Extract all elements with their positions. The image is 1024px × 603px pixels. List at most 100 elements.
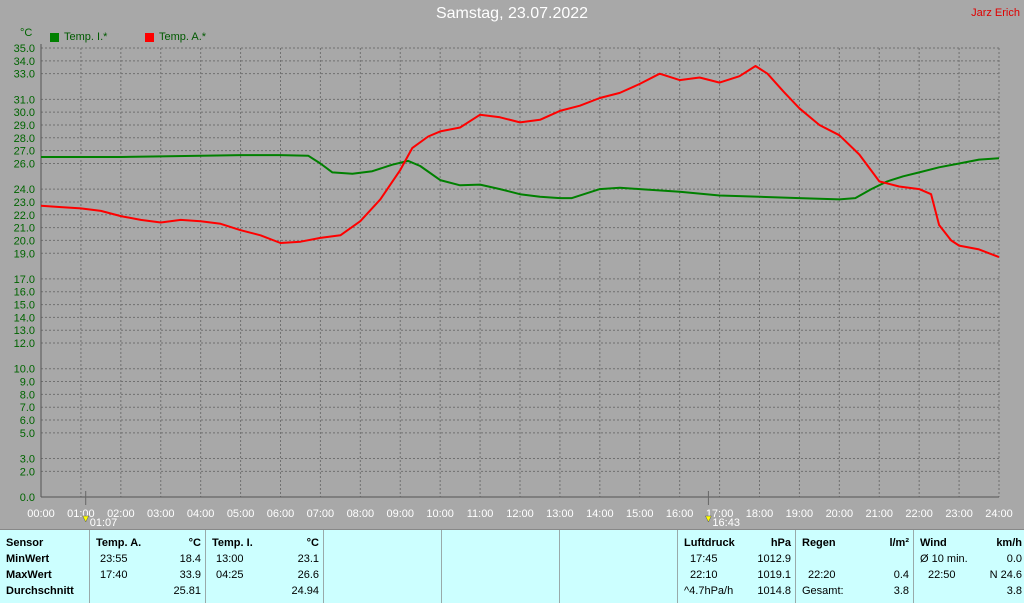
min-label: MinWert xyxy=(6,553,50,565)
row-labels-column: Sensor MinWert MaxWert Durchschnitt xyxy=(0,530,90,603)
series-line-inside xyxy=(41,154,1000,201)
y-tick-label: 35.0 xyxy=(14,43,35,55)
pressure-min-time: 17:45 xyxy=(690,553,718,565)
wind-unit: km/h xyxy=(996,537,1022,549)
chart-labels: 0.0 2.03.0 5.06.07.08.09.010.0 12.013.014.0… xyxy=(14,27,1013,529)
pressure-max: 1019.1 xyxy=(757,569,791,581)
x-tick-label: 12:00 xyxy=(506,508,534,520)
y-tick-label: 10.0 xyxy=(14,364,35,376)
y-tick-label: 6.0 xyxy=(20,415,35,427)
rain-header: Regen xyxy=(802,537,836,549)
legend-label-inside: Temp. I.* xyxy=(64,31,108,43)
wind-day-avg: 3.8 xyxy=(1006,585,1022,597)
legend-label-outside: Temp. A.* xyxy=(159,31,207,43)
y-tick-label: 34.0 xyxy=(14,56,35,68)
y-tick-label: 5.0 xyxy=(20,428,35,440)
chart-axes xyxy=(40,44,999,505)
pressure-max-time: 22:10 xyxy=(690,569,718,581)
y-tick-label: 26.0 xyxy=(14,158,35,170)
y-tick-label: 0.0 xyxy=(20,492,35,504)
x-tick-label: 07:00 xyxy=(307,508,335,520)
x-tick-label: 03:00 xyxy=(147,508,175,520)
empty-column-2 xyxy=(442,530,560,603)
y-tick-label: 28.0 xyxy=(14,133,35,145)
pressure-avg: 1014.8 xyxy=(757,585,791,597)
y-tick-label: 24.0 xyxy=(14,184,35,196)
temp-a-column: Temp. A. °C 23:55 18.4 17:40 33.9 25.81 xyxy=(90,530,206,603)
x-tick-label: 24:00 xyxy=(985,508,1013,520)
marker-icon xyxy=(82,515,90,523)
x-tick-label: 10:00 xyxy=(426,508,454,520)
y-tick-label: 12.0 xyxy=(14,338,35,350)
y-tick-label: 33.0 xyxy=(14,69,35,81)
y-tick-label: 2.0 xyxy=(20,466,35,478)
empty-column-3 xyxy=(560,530,678,603)
x-tick-label: 09:00 xyxy=(386,508,414,520)
x-tick-label: 21:00 xyxy=(865,508,893,520)
max-label: MaxWert xyxy=(6,569,52,581)
temp-i-unit: °C xyxy=(306,537,319,549)
pressure-min: 1012.9 xyxy=(757,553,791,565)
series-line-outside xyxy=(40,65,1000,259)
temp-i-min-time: 13:00 xyxy=(216,553,244,565)
x-tick-label: 04:00 xyxy=(187,508,215,520)
temp-a-unit: °C xyxy=(188,537,201,549)
x-tick-label: 18:00 xyxy=(746,508,774,520)
x-tick-label: 08:00 xyxy=(347,508,375,520)
y-tick-label: 15.0 xyxy=(14,300,35,312)
rain-total-label: Gesamt: xyxy=(802,585,844,597)
wind-column: Wind km/h Ø 10 min. 0.0 22:50 N 24.6 3.8 xyxy=(914,530,1024,603)
wind-max-time: 22:50 xyxy=(928,569,956,581)
x-tick-label: 14:00 xyxy=(586,508,614,520)
legend-swatch-inside xyxy=(50,33,59,42)
temp-a-max: 33.9 xyxy=(179,569,201,581)
wind-avg-label: Ø 10 min. xyxy=(920,553,968,565)
time-marker-label: 16:43 xyxy=(712,517,740,529)
temp-a-min: 18.4 xyxy=(179,553,201,565)
y-axis-unit: °C xyxy=(20,27,32,39)
y-tick-label: 7.0 xyxy=(20,402,35,414)
y-tick-label: 17.0 xyxy=(14,274,35,286)
x-tick-label: 05:00 xyxy=(227,508,255,520)
pressure-column: Luftdruck hPa 17:45 1012.9 22:10 1019.1 ^4.… xyxy=(678,530,796,603)
chart-grid xyxy=(40,47,1000,498)
temp-i-min: 23.1 xyxy=(297,553,319,565)
y-tick-label: 8.0 xyxy=(20,389,35,401)
y-tick-label: 14.0 xyxy=(14,312,35,324)
rain-time: 22:20 xyxy=(808,569,836,581)
pressure-header: Luftdruck xyxy=(684,537,735,549)
chart-title: Samstag, 23.07.2022 xyxy=(435,5,589,22)
x-tick-label: 06:00 xyxy=(267,508,295,520)
empty-column-1 xyxy=(324,530,442,603)
y-tick-label: 19.0 xyxy=(14,248,35,260)
rain-total: 3.8 xyxy=(893,585,909,597)
sensor-label: Sensor xyxy=(6,537,44,549)
x-tick-label: 15:00 xyxy=(626,508,654,520)
temp-a-header: Temp. A. xyxy=(96,537,142,549)
x-tick-label: 20:00 xyxy=(826,508,854,520)
avg-label: Durchschnitt xyxy=(6,585,74,597)
rain-column: Regen l/m² 22:20 0.4 Gesamt: 3.8 xyxy=(796,530,914,603)
wind-avg: 0.0 xyxy=(1006,553,1022,565)
marker-icon xyxy=(705,515,712,523)
x-tick-label: 17:00 xyxy=(706,508,734,520)
temp-i-header: Temp. I. xyxy=(212,537,253,549)
pressure-unit: hPa xyxy=(770,537,791,549)
y-tick-label: 22.0 xyxy=(14,210,35,222)
author-label: Jarz Erich xyxy=(971,7,1020,19)
temp-i-avg: 24.94 xyxy=(291,585,319,597)
y-tick-label: 29.0 xyxy=(14,120,35,132)
y-tick-label: 20.0 xyxy=(14,235,35,247)
rain-unit: l/m² xyxy=(889,537,909,549)
x-tick-label: 22:00 xyxy=(905,508,933,520)
temp-a-min-time: 23:55 xyxy=(100,553,128,565)
temp-a-avg: 25.81 xyxy=(173,585,201,597)
wind-header: Wind xyxy=(920,537,947,549)
temp-i-max-time: 04:25 xyxy=(216,569,244,581)
rain-value: 0.4 xyxy=(893,569,909,581)
temp-a-max-time: 17:40 xyxy=(100,569,128,581)
y-tick-label: 21.0 xyxy=(14,223,35,235)
legend-swatch-outside xyxy=(145,33,154,42)
temperature-chart: 0.0 2.03.0 5.06.07.08.09.010.0 12.013.014.0… xyxy=(14,27,1013,529)
time-marker-label: 01:07 xyxy=(90,517,118,529)
